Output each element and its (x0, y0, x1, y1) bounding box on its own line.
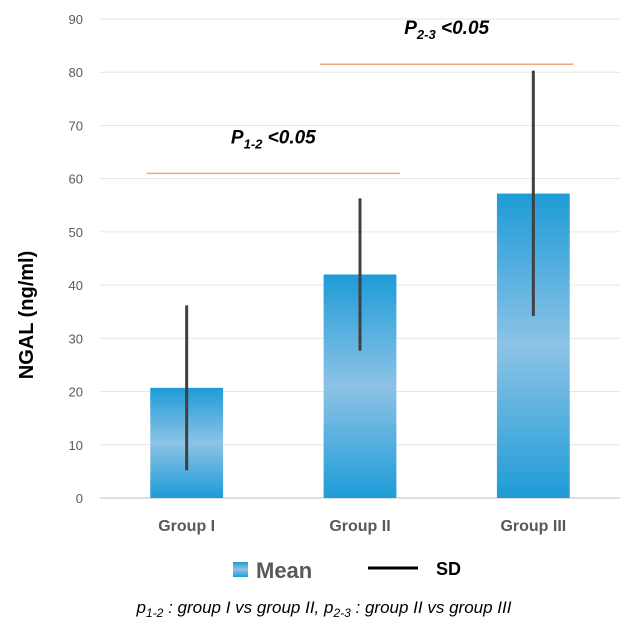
y-tick-label: 80 (69, 65, 83, 80)
x-tick-label: Group I (158, 518, 215, 535)
y-tick-label: 20 (69, 385, 83, 400)
y-tick-label: 50 (69, 225, 83, 240)
legend-mean-swatch (233, 562, 248, 577)
y-tick-labels: 0 10 20 30 40 50 60 70 80 90 (69, 12, 83, 506)
x-tick-label: Group III (500, 518, 566, 535)
y-tick-label: 30 (69, 331, 83, 346)
legend-mean-label: Mean (256, 558, 312, 583)
x-tick-label: Group II (329, 518, 390, 535)
y-tick-label: 60 (69, 172, 83, 187)
y-tick-label: 10 (69, 438, 83, 453)
y-tick-label: 90 (69, 12, 83, 27)
y-axis-label: NGAL (ng/ml) (16, 251, 38, 380)
y-tick-label: 70 (69, 118, 83, 133)
significance-label-2: P2-3 <0.05 (404, 18, 489, 42)
footnote: p1-2 : group I vs group II, p2-3 : group… (136, 598, 512, 620)
y-tick-label: 40 (69, 278, 83, 293)
x-tick-labels: Group I Group II Group III (158, 518, 566, 535)
legend-sd-label: SD (436, 559, 461, 579)
y-tick-label: 0 (76, 491, 83, 506)
error-bars (185, 70, 535, 471)
significance-annotations: P1-2 <0.05 P2-3 <0.05 (146, 18, 574, 175)
legend: Mean SD (233, 558, 461, 583)
significance-label-1: P1-2 <0.05 (231, 127, 316, 151)
